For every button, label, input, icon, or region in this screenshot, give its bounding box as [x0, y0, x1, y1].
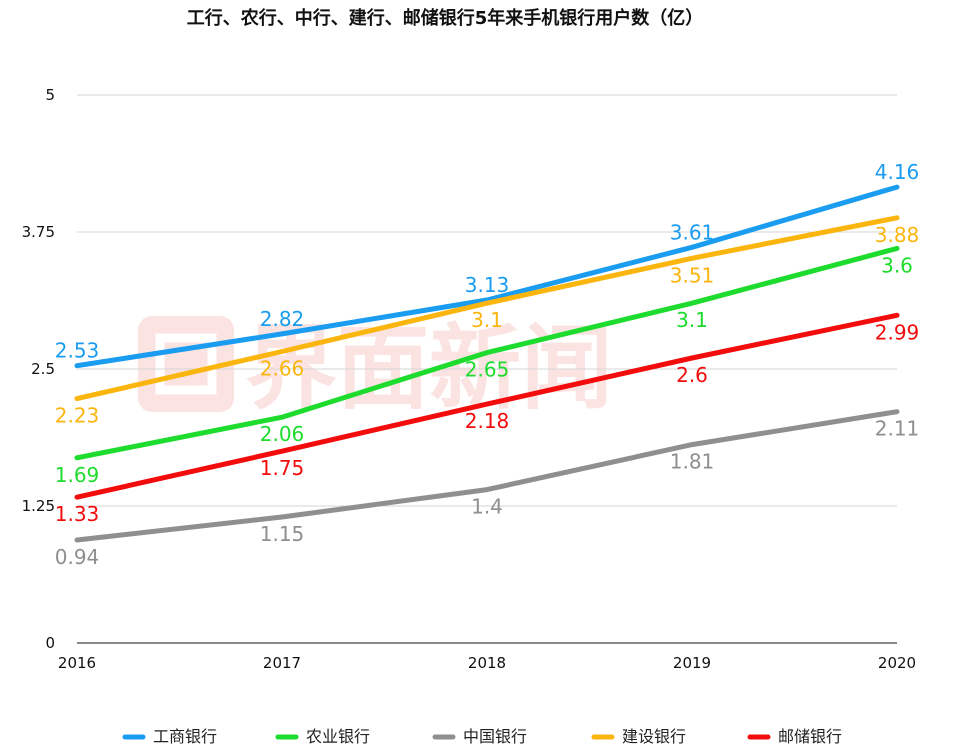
data-label: 1.75: [260, 456, 305, 480]
data-label: 3.6: [881, 253, 913, 277]
data-label: 3.51: [670, 263, 715, 287]
data-label: 3.88: [875, 223, 920, 247]
x-tick-label: 2020: [878, 654, 916, 672]
series-line: [74, 312, 900, 500]
data-label: 2.18: [465, 409, 510, 433]
data-labels: 2.53 2.82 3.13 3.61 4.16 1.69 2.06 2.65 3.1 3.6 0.…: [55, 160, 920, 569]
data-label: 3.13: [465, 273, 510, 297]
x-tick-label: 2018: [468, 654, 506, 672]
watermark-logo-mark: [138, 316, 234, 412]
data-label: 2.06: [260, 422, 305, 446]
legend-label: 农业银行: [306, 727, 370, 746]
watermark-logo-inner: [155, 333, 217, 395]
x-tick-label: 2017: [263, 654, 301, 672]
data-label: 2.66: [260, 356, 305, 380]
data-label: 2.99: [875, 320, 920, 344]
data-label: 0.94: [55, 545, 100, 569]
chart-title: 工行、农行、中行、建行、邮储银行5年来手机银行用户数（亿）: [187, 7, 704, 29]
gridlines: [77, 94, 897, 507]
series-lines: [74, 184, 900, 543]
legend-label: 邮储银行: [778, 727, 842, 746]
data-label: 3.1: [676, 308, 708, 332]
data-label: 2.82: [260, 307, 305, 331]
data-label: 1.4: [471, 495, 503, 519]
y-tick-label: 1.25: [22, 497, 55, 515]
axes: 0 1.25 2.5 3.75 5 2016 2017 2018 2019 2020: [22, 86, 917, 672]
y-tick-label: 3.75: [22, 223, 55, 241]
legend: 工商银行 农业银行 中国银行 建设银行 邮储银行: [122, 727, 842, 746]
x-tick-label: 2016: [58, 654, 96, 672]
y-tick-label: 0: [45, 634, 55, 652]
data-label: 4.16: [875, 160, 920, 184]
data-label: 2.11: [875, 417, 920, 441]
data-label: 3.61: [670, 220, 715, 244]
series-line: [74, 215, 900, 402]
data-label: 1.15: [260, 522, 305, 546]
series-line: [74, 184, 900, 369]
series-line: [74, 409, 900, 543]
legend-label: 建设银行: [622, 727, 686, 746]
data-label: 2.53: [55, 339, 100, 363]
data-label: 2.23: [55, 404, 100, 428]
y-tick-label: 5: [45, 86, 55, 104]
legend-label: 中国银行: [463, 727, 527, 746]
data-label: 1.81: [670, 450, 715, 474]
data-label: 3.1: [471, 308, 503, 332]
data-label: 2.6: [676, 363, 708, 387]
data-label: 1.69: [55, 463, 100, 487]
x-tick-label: 2019: [673, 654, 711, 672]
series-line: [74, 245, 900, 461]
y-tick-label: 2.5: [31, 360, 55, 378]
data-label: 1.33: [55, 502, 100, 526]
legend-label: 工商银行: [153, 727, 217, 746]
data-label: 2.65: [465, 358, 510, 382]
